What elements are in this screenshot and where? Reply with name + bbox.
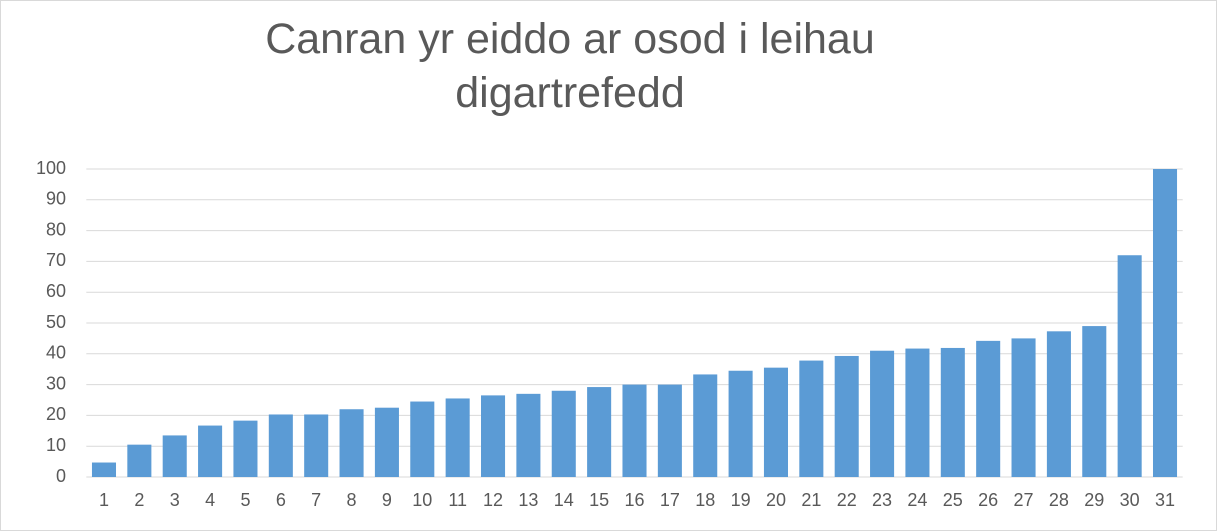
x-tick-label: 20 bbox=[766, 490, 786, 510]
bar bbox=[516, 393, 541, 477]
x-tick-label: 13 bbox=[518, 490, 538, 510]
bar bbox=[870, 350, 895, 477]
bar bbox=[198, 425, 223, 477]
bar bbox=[551, 390, 576, 477]
y-tick-label: 20 bbox=[46, 404, 66, 424]
bar bbox=[763, 367, 788, 477]
bar bbox=[905, 348, 930, 477]
x-tick-label: 5 bbox=[240, 490, 250, 510]
x-tick-label: 26 bbox=[978, 490, 998, 510]
x-tick-label: 2 bbox=[134, 490, 144, 510]
y-tick-label: 0 bbox=[56, 466, 66, 486]
x-tick-label: 16 bbox=[624, 490, 644, 510]
x-tick-label: 29 bbox=[1084, 490, 1104, 510]
x-tick-label: 9 bbox=[382, 490, 392, 510]
x-tick-label: 10 bbox=[412, 490, 432, 510]
y-tick-label: 100 bbox=[36, 158, 66, 178]
y-tick-label: 30 bbox=[46, 373, 66, 393]
bar bbox=[481, 395, 506, 477]
y-tick-label: 80 bbox=[46, 219, 66, 239]
bar bbox=[233, 420, 258, 477]
x-tick-label: 14 bbox=[554, 490, 574, 510]
bar bbox=[728, 370, 753, 477]
bar bbox=[976, 340, 1001, 477]
x-tick-label: 6 bbox=[276, 490, 286, 510]
x-tick-label: 24 bbox=[907, 490, 927, 510]
bar bbox=[339, 409, 364, 477]
x-tick-label: 28 bbox=[1049, 490, 1069, 510]
bar bbox=[304, 414, 329, 477]
y-tick-label: 90 bbox=[46, 189, 66, 209]
y-tick-label: 50 bbox=[46, 312, 66, 332]
bar bbox=[445, 398, 470, 477]
bar bbox=[940, 347, 965, 477]
x-tick-label: 7 bbox=[311, 490, 321, 510]
bar bbox=[799, 360, 824, 477]
chart-title: Canran yr eiddo ar osod i leihau digartr… bbox=[265, 15, 875, 117]
x-tick-label: 1 bbox=[99, 490, 109, 510]
bar bbox=[1046, 331, 1071, 477]
bar bbox=[1011, 338, 1036, 477]
y-tick-label: 70 bbox=[46, 250, 66, 270]
bar bbox=[834, 355, 859, 477]
bar bbox=[374, 407, 399, 477]
y-tick-label: 10 bbox=[46, 435, 66, 455]
x-tick-label: 15 bbox=[589, 490, 609, 510]
x-tick-label: 30 bbox=[1120, 490, 1140, 510]
x-tick-label: 8 bbox=[347, 490, 357, 510]
bar bbox=[91, 462, 117, 477]
bar bbox=[410, 401, 435, 477]
x-tick-label: 23 bbox=[872, 490, 892, 510]
x-tick-label: 17 bbox=[660, 490, 680, 510]
bar bbox=[693, 374, 718, 477]
bar bbox=[127, 444, 152, 477]
bar bbox=[162, 435, 187, 477]
x-tick-label: 12 bbox=[483, 490, 503, 510]
bar bbox=[1117, 255, 1142, 477]
bar bbox=[622, 384, 647, 477]
bar bbox=[657, 384, 682, 477]
x-tick-label: 3 bbox=[170, 490, 180, 510]
x-tick-label: 18 bbox=[695, 490, 715, 510]
x-tick-label: 21 bbox=[801, 490, 821, 510]
x-tick-label: 11 bbox=[448, 490, 467, 510]
bar bbox=[268, 414, 293, 477]
x-tick-label: 22 bbox=[837, 490, 857, 510]
x-tick-label: 19 bbox=[731, 490, 751, 510]
y-tick-label: 40 bbox=[46, 343, 66, 363]
x-tick-label: 31 bbox=[1155, 490, 1175, 510]
bar bbox=[1152, 169, 1178, 477]
bar bbox=[587, 387, 612, 477]
y-tick-label: 60 bbox=[46, 281, 66, 301]
x-tick-label: 4 bbox=[205, 490, 215, 510]
bar bbox=[1082, 326, 1107, 477]
x-tick-label: 27 bbox=[1014, 490, 1034, 510]
x-tick-label: 25 bbox=[943, 490, 963, 510]
